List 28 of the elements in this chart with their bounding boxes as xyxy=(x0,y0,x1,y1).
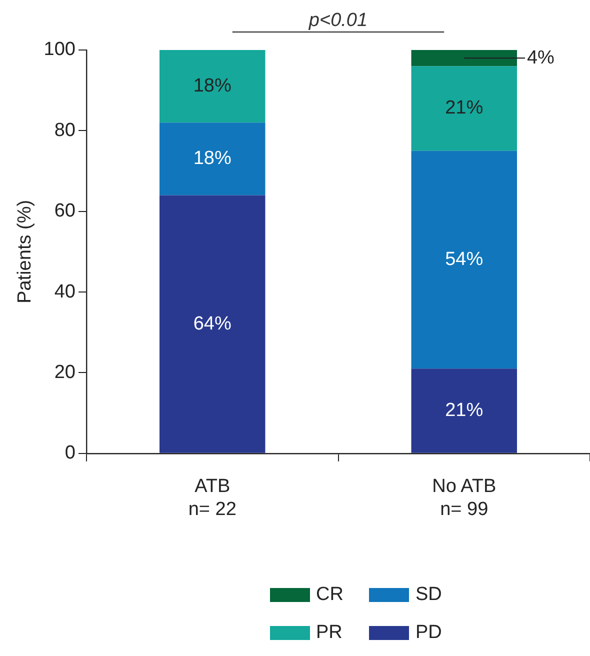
data-label: 18% xyxy=(193,148,232,170)
data-label: 54% xyxy=(445,249,484,270)
y-tick-label: 80 xyxy=(54,120,76,141)
bar xyxy=(160,122,266,196)
bar xyxy=(411,368,517,453)
legend-label: PR xyxy=(316,622,342,644)
legend-label: PD xyxy=(415,622,442,644)
bar xyxy=(411,66,517,151)
y-tick-label: 60 xyxy=(54,200,76,222)
bar xyxy=(160,50,266,123)
y-tick-label: 0 xyxy=(64,442,76,464)
y-tick-label: 40 xyxy=(54,281,76,302)
legend-label: CR xyxy=(316,584,344,606)
data-label: 4% xyxy=(526,47,555,68)
y-tick-label: 20 xyxy=(54,362,76,383)
bar xyxy=(160,195,266,453)
legend-label: SD xyxy=(415,584,442,606)
data-label: 21% xyxy=(445,400,484,422)
text: p<0.01 xyxy=(308,10,368,31)
y-tick-label: 100 xyxy=(44,39,76,60)
x-tick-label: ATB n= 22 xyxy=(188,476,236,520)
data-label: 21% xyxy=(445,98,484,119)
bar xyxy=(411,50,517,66)
y-axis-title: Patients (%) xyxy=(14,200,36,304)
data-label: 18% xyxy=(193,76,232,97)
bar xyxy=(411,150,517,369)
x-tick-label: No ATB n= 99 xyxy=(432,476,496,520)
data-label: 64% xyxy=(193,313,232,334)
